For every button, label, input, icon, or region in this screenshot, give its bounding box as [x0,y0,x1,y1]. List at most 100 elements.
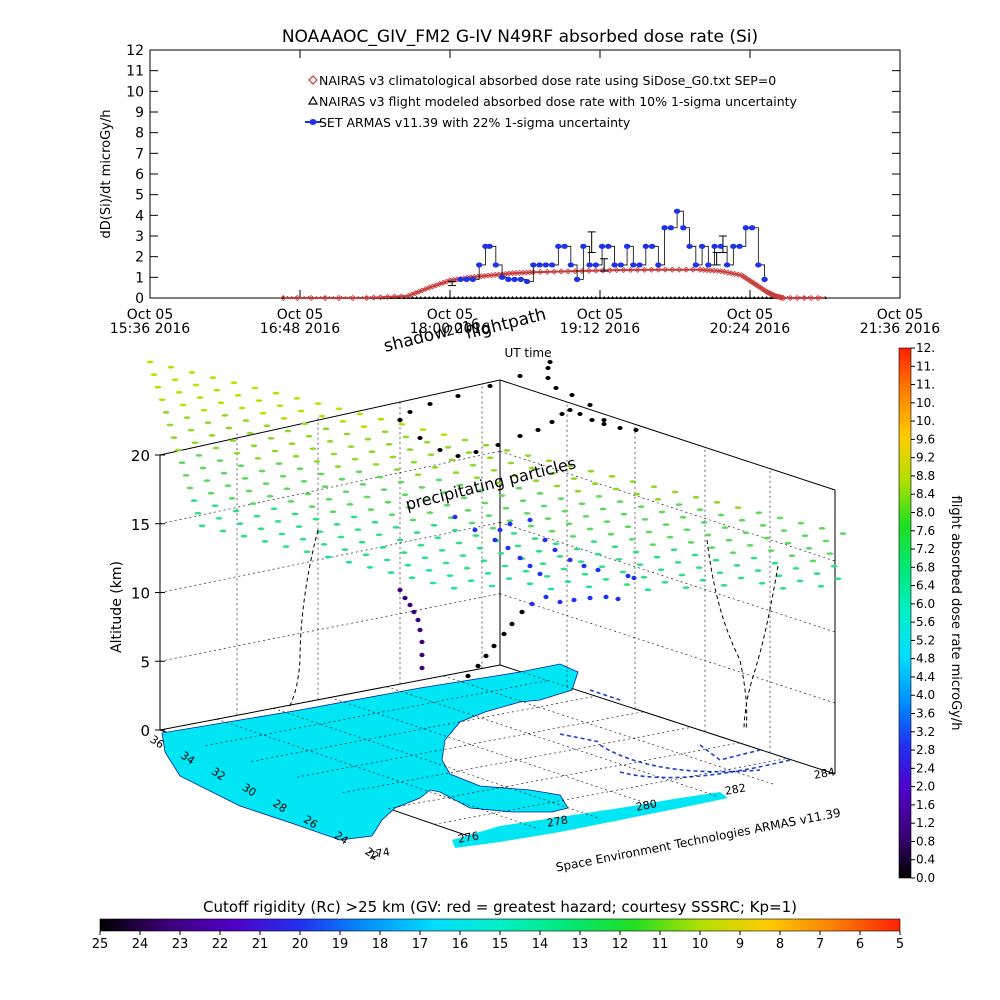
climatological-point [606,267,613,274]
flight-modeled-point [731,296,736,299]
grid-floor-lon [297,711,644,778]
precip-particle-mark [717,513,725,517]
precip-particle-mark [678,573,686,577]
longitude-tick-label: 282 [724,781,747,797]
armas-point [623,243,631,249]
precip-particle-mark [242,419,250,422]
precip-particle-mark [460,496,468,500]
flight-modeled-point [552,296,557,299]
flight-modeled-point [514,296,519,299]
climatological-point [585,267,592,274]
precip-particle-mark [358,540,366,544]
top-x-tick-label-date: Oct 05 [877,307,923,323]
precip-particle-mark [284,429,292,433]
precip-particle-mark [219,529,227,533]
top-x-tick-label-date: Oct 05 [277,307,323,323]
climatological-point [778,294,786,301]
flightpath-shadow-point [569,393,575,397]
flight-modeled-point [423,296,427,299]
climatological-point [544,268,551,275]
precip-particle-mark [616,500,624,503]
dose-rate-colorbar-tick-label: 5.2 [916,633,935,647]
precip-particle-mark [192,383,200,387]
armas-point [573,276,581,282]
precip-particle-mark [190,499,198,502]
flightpath-point [567,557,573,563]
climatological-point [537,268,544,276]
precip-particle-mark [283,487,291,491]
grid-floor-lon [342,726,692,794]
precip-particle-mark [746,544,754,547]
precip-particle-mark [585,585,593,589]
precip-particle-mark [467,579,475,583]
precip-particle-mark [397,480,405,484]
precip-particle-mark [170,436,178,439]
armas-point [611,262,618,268]
top-x-tick-label-date: Oct 05 [427,307,473,323]
flight-modeled-point [643,296,648,299]
climatological-point [571,268,579,275]
precip-particle-mark [590,540,598,543]
precip-particle-mark [259,411,267,415]
precip-particle-mark [729,551,737,555]
flight-modeled-point [577,296,582,299]
top-y-axis-label: dD(Si)/dt microGy/h [99,110,114,239]
climatological-point [801,294,808,302]
precip-particle-mark [217,401,225,405]
precip-particle-mark [287,500,295,503]
precip-particle-mark [375,533,383,537]
dose-rate-colorbar-ticks: 0.0 0.4 0.8 1.2 1.6 2.0 2.4 2.8 3.2 3.6 4.0 4.4 4.8 5… [911,341,935,885]
precip-particle-mark [577,560,585,563]
precip-particle-mark [598,565,606,569]
flightpath-shadow-point [587,403,593,407]
armas-point [523,278,531,285]
precip-particle-mark [692,495,700,499]
flightpath-point [557,599,563,605]
precip-particle-mark [272,391,280,395]
precip-particle-mark [620,512,628,516]
climatological-point [808,294,815,302]
flight-modeled-point [664,296,669,299]
dose-rate-colorbar-tick-label: 6.0 [916,597,935,611]
flight-modeled-point [502,296,507,299]
armas-point [636,262,643,268]
precip-particle-mark [182,474,190,477]
precip-particle-mark [166,423,174,427]
precip-particle-mark [452,471,460,474]
precip-particle-mark [225,426,233,430]
dose-rate-colorbar-tick-label: 11. [916,378,935,392]
cutoff-rigidity-colorbar: Cutoff rigidity (Rc) >25 km (GV: red = g… [92,898,904,952]
flightpath-point [491,643,497,649]
flight-modeled-point [473,296,477,299]
armas-point [542,262,550,268]
climatological-point [634,266,641,273]
precip-particle-mark [713,501,721,504]
armas-point [711,243,718,249]
cutoff-rigidity-tick-label: 23 [172,937,189,952]
flight-modeled-point [656,296,661,299]
precip-particle-mark [543,575,551,578]
precip-particle-mark [297,409,305,413]
armas-point [642,243,650,249]
flightpath-point [407,602,413,608]
armas-point [742,225,750,231]
precip-particle-mark [480,559,488,563]
flightpath-shadow-point [559,412,565,416]
precip-particle-mark [212,446,220,450]
precip-particle-mark [565,522,573,526]
precip-particle-mark [574,489,582,493]
flightpath-projection-line [289,529,319,707]
precip-particle-mark [510,532,518,535]
precip-particle-mark [615,558,623,561]
flight-modeled-point [764,296,769,299]
flight-modeled-point [460,296,465,299]
precip-particle-mark [385,443,393,446]
longitude-axis: 274 276 278 280 282 284 [368,765,836,861]
grid-floor-lon [205,680,548,747]
flightpath-shadow-point [549,420,555,424]
precip-particle-mark [216,459,224,462]
precip-particle-mark [515,486,523,490]
flight-modeled-point [498,296,502,299]
flightpath-point [497,527,503,533]
precip-particle-mark [607,532,615,536]
